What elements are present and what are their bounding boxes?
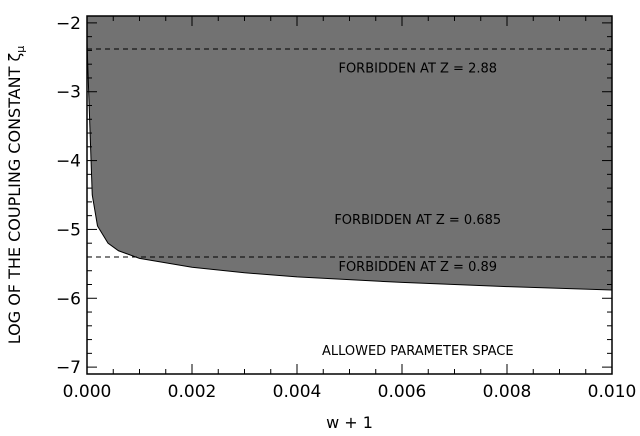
y-tick-label: −7 (56, 358, 81, 378)
x-tick-label: 0.010 (588, 382, 637, 402)
x-tick-label: 0.000 (63, 382, 112, 402)
x-axis-label: w + 1 (326, 413, 373, 432)
annotation-4: ALLOWED PARAMETER SPACE (322, 344, 514, 359)
x-tick-label: 0.008 (483, 382, 532, 402)
y-axis-label: LOG OF THE COUPLING CONSTANT ζμ (5, 46, 27, 344)
y-axis-label-main: LOG OF THE COUPLING CONSTANT ζ (5, 53, 24, 344)
y-tick-label: −6 (56, 289, 81, 309)
y-tick-label: −5 (56, 220, 81, 240)
y-tick-label: −3 (56, 83, 81, 103)
allowed-boundary-curve (86, 43, 613, 291)
y-tick-label: −2 (56, 14, 81, 34)
x-tick-label: 0.002 (168, 382, 217, 402)
y-axis: −7 −6 −5 −4 −3 −2 (56, 14, 612, 378)
forbidden-regions (86, 16, 613, 291)
annotation-2: FORBIDDEN AT Z = 0.685 (334, 213, 501, 228)
x-tick-label: 0.006 (378, 382, 427, 402)
y-axis-label-subscript: μ (14, 46, 27, 53)
annotation-3: FORBIDDEN AT Z = 0.89 (338, 260, 497, 275)
x-tick-label: 0.004 (273, 382, 322, 402)
dashed-reference-lines (87, 48, 612, 258)
annotation-1: FORBIDDEN AT Z = 2.88 (338, 62, 497, 77)
x-axis: 0.000 0.002 0.004 0.006 0.008 0.010 (63, 16, 637, 402)
y-tick-label: −4 (56, 152, 81, 172)
region-annotations: FORBIDDEN AT Z = 2.88 FORBIDDEN AT Z = 0.… (322, 62, 514, 359)
region-3 (87, 16, 612, 291)
